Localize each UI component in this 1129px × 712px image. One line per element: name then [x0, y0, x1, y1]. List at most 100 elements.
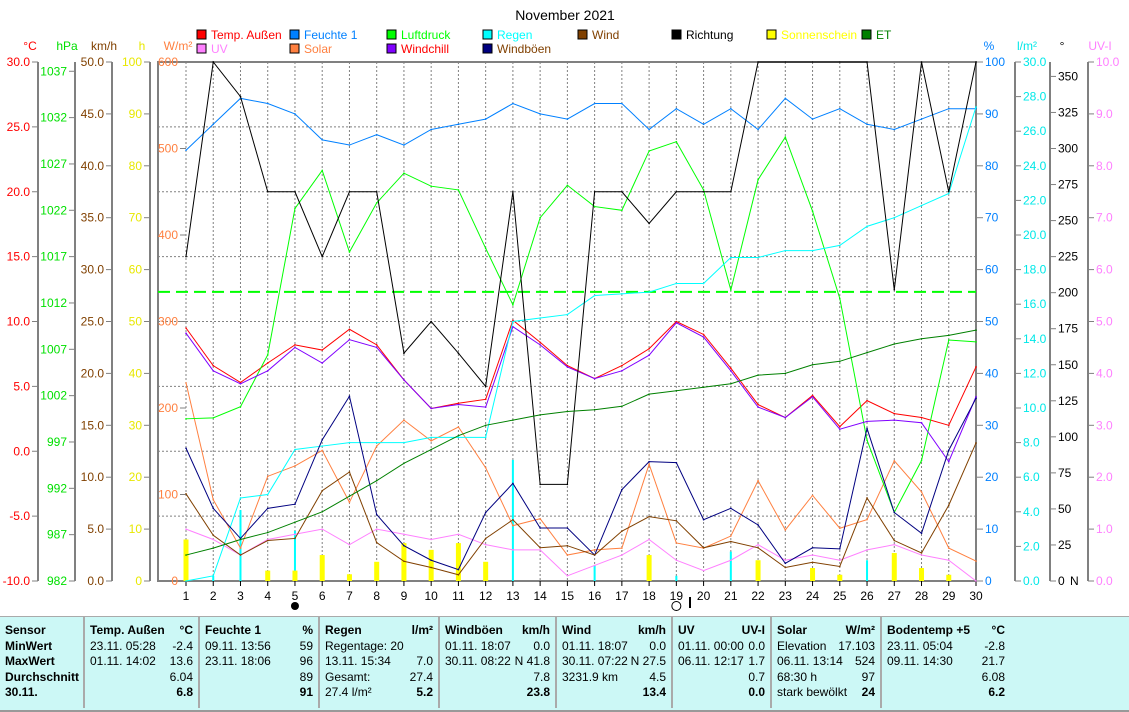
axis-tick-label-uv: 9.0 — [1096, 107, 1113, 121]
axis-tick-label-temp: 20.0 — [7, 185, 31, 199]
data-point-wind — [457, 573, 460, 576]
stats-row: Gesamt: 27.4 — [325, 670, 433, 686]
stats-column: UV UV-I 01.11. 00:00 0.0 06.11. 12:17 1.7 0.7 0… — [673, 617, 772, 708]
axis-unit-solar: W/m² — [164, 39, 193, 53]
stats-row: 30.11. — [5, 685, 78, 701]
axis-tick-label-pressure: 1017 — [40, 250, 67, 264]
stats-label: Regentage: 20 — [325, 638, 404, 653]
data-point-regen — [757, 256, 759, 259]
data-point-feuchte-1 — [185, 149, 187, 152]
data-point-feuchte-1 — [212, 123, 215, 126]
axis-tick-label-dir: 75 — [1058, 466, 1072, 480]
series-line-windchill — [185, 322, 977, 463]
data-point-richtung — [757, 61, 759, 63]
bar-sonnenschein — [810, 568, 816, 581]
data-point-feuchte-1 — [566, 118, 569, 120]
data-point-richtung — [484, 385, 487, 388]
data-point-temp-au-en — [539, 341, 541, 344]
axis-tick-label-rain: 14.0 — [1023, 332, 1047, 346]
x-tick-label: 4 — [264, 589, 271, 603]
stats-value: 5.2 — [416, 685, 433, 699]
axis-tick-label-uv: 3.0 — [1096, 418, 1113, 432]
axis-tick-label-humidity: 80 — [985, 159, 999, 173]
stats-column: Wind km/h 01.11. 18:07 0.0 30.11. 07:22 N 27.… — [557, 617, 673, 708]
data-point-uv — [566, 575, 569, 577]
data-point-uv — [539, 549, 541, 551]
bar-sonnenschein — [292, 570, 298, 581]
data-point-windb-en — [947, 449, 950, 452]
data-point-richtung — [730, 190, 732, 193]
data-point-uv — [730, 559, 732, 562]
data-point-luftdruck — [430, 185, 432, 187]
data-point-temp-au-en — [757, 403, 759, 406]
stats-label — [205, 685, 300, 701]
bar-sonnenschein — [483, 561, 489, 581]
data-point-et — [294, 521, 296, 523]
bar-sonnenschein — [346, 574, 352, 581]
bar-regen-t-glich — [239, 510, 242, 581]
data-point-luftdruck — [294, 207, 296, 210]
stats-value: UV-I — [741, 623, 765, 637]
x-tick-label: 21 — [724, 589, 738, 603]
stats-row: MaxWert — [5, 654, 78, 670]
data-point-windchill — [920, 421, 923, 424]
data-point-et — [975, 329, 977, 331]
axis-tick-label-uv: 8.0 — [1096, 159, 1113, 173]
stats-row: 30.11. 08:22 N 41.8 — [445, 654, 550, 670]
data-point-uv — [348, 543, 351, 546]
stats-column: Temp. Außen °C 23.11. 05:28 -2.4 01.11. 14:0… — [85, 617, 200, 708]
x-tick-label: 26 — [860, 589, 874, 603]
data-point-temp-au-en — [185, 327, 187, 329]
axis-tick-label-solar: 100 — [158, 488, 178, 502]
data-point-windb-en — [730, 507, 732, 510]
stats-value: 24 — [861, 685, 875, 699]
axis-tick-label-dir: 250 — [1058, 214, 1078, 228]
data-point-windb-en — [294, 503, 296, 505]
stats-value: 6.8 — [176, 685, 193, 699]
data-point-windchill — [403, 379, 405, 381]
data-point-wind — [947, 504, 950, 507]
data-point-feuchte-1 — [866, 123, 868, 126]
data-point-uv — [648, 538, 650, 541]
bar-sonnenschein — [374, 561, 380, 581]
legend-swatch — [289, 43, 300, 54]
legend-label: Wind — [592, 28, 619, 42]
axis-tick-label-rain: 2.0 — [1023, 539, 1040, 553]
data-point-regen — [702, 282, 705, 285]
stats-value: 17.103 — [838, 638, 875, 653]
data-point-wind — [730, 540, 732, 543]
data-point-luftdruck — [621, 209, 623, 212]
data-point-luftdruck — [675, 140, 678, 143]
data-point-windchill — [212, 370, 215, 372]
legend-swatch — [671, 29, 682, 40]
stats-value: 23.8 — [526, 685, 550, 699]
legend-swatch — [577, 29, 588, 40]
data-point-uv — [593, 564, 596, 567]
data-point-solar — [294, 465, 296, 467]
legend-label: Feuchte 1 — [304, 28, 358, 42]
stats-value: 1.7 — [748, 654, 765, 668]
data-point-temp-au-en — [348, 328, 351, 331]
data-point-temp-au-en — [702, 333, 705, 336]
data-point-uv — [375, 528, 378, 530]
data-point-richtung — [621, 190, 623, 193]
stats-row: 91 — [205, 685, 313, 701]
axis-tick-label-pressure: 1027 — [40, 157, 67, 171]
legend-item: Sonnenschein — [766, 28, 857, 42]
legend-label: Temp. Außen — [211, 28, 282, 42]
legend-label: ET — [876, 28, 892, 42]
axis-tick-label-dir: 25 — [1058, 538, 1072, 552]
axis-tick-label-dir: 275 — [1058, 178, 1078, 192]
data-point-luftdruck — [593, 205, 596, 208]
data-point-windchill — [675, 321, 678, 324]
data-point-wind — [185, 493, 187, 495]
x-tick-label: 17 — [615, 589, 629, 603]
axis-tick-label-solar: 0 — [171, 574, 178, 588]
stats-label: 06.11. 13:14 — [777, 654, 843, 668]
axis-tick-label-sun: 40 — [129, 366, 143, 380]
data-point-solar — [457, 426, 460, 428]
x-tick-label: 15 — [561, 589, 575, 603]
axis-tick-label-wind: 20.0 — [81, 366, 105, 380]
data-point-wind — [403, 560, 405, 563]
legend-label: Luftdruck — [401, 28, 451, 42]
